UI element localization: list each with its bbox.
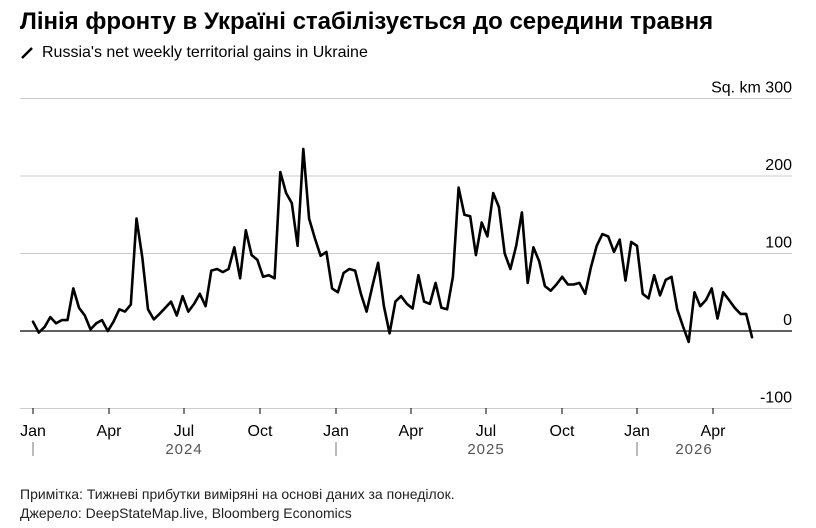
source-note: Джерело: DeepStateMap.live, Bloomberg Ec… xyxy=(20,505,352,521)
chart-title: Лінія фронту в Україні стабілізується до… xyxy=(20,8,714,35)
x-tick-label: Apr xyxy=(701,423,727,440)
legend-label: Russia's net weekly territorial gains in… xyxy=(42,44,368,61)
x-tick-label: Apr xyxy=(399,423,425,440)
x-tick-label: Oct xyxy=(550,423,575,440)
year-label: 2024 xyxy=(165,441,202,458)
line-chart: Jan Apr Jul Oct Jan Apr Jul Oct Jan Apr 2024 2025 20… xyxy=(20,80,792,458)
year-label: 2026 xyxy=(675,441,712,458)
year-label: 2025 xyxy=(467,441,504,458)
y-tick-label: -100 xyxy=(760,390,792,407)
x-tick-label: Jul xyxy=(174,423,194,440)
x-tick-label: Apr xyxy=(97,423,123,440)
x-tick-label: Jan xyxy=(20,423,46,440)
x-tick-label: Oct xyxy=(248,423,273,440)
y-tick-label: 0 xyxy=(783,312,792,329)
x-tick-label: Jan xyxy=(323,423,349,440)
y-tick-label: Sq. km 300 xyxy=(711,80,792,97)
x-tick-label: Jul xyxy=(476,423,496,440)
legend: Russia's net weekly territorial gains in… xyxy=(20,44,368,62)
series-line-net-gains xyxy=(31,147,754,344)
footnote: Примітка: Тижневі прибутки виміряні на о… xyxy=(20,486,455,502)
y-tick-label: 100 xyxy=(765,235,792,252)
y-tick-label: 200 xyxy=(765,157,792,174)
x-tick-label: Jan xyxy=(624,423,650,440)
legend-line-icon xyxy=(21,47,33,59)
